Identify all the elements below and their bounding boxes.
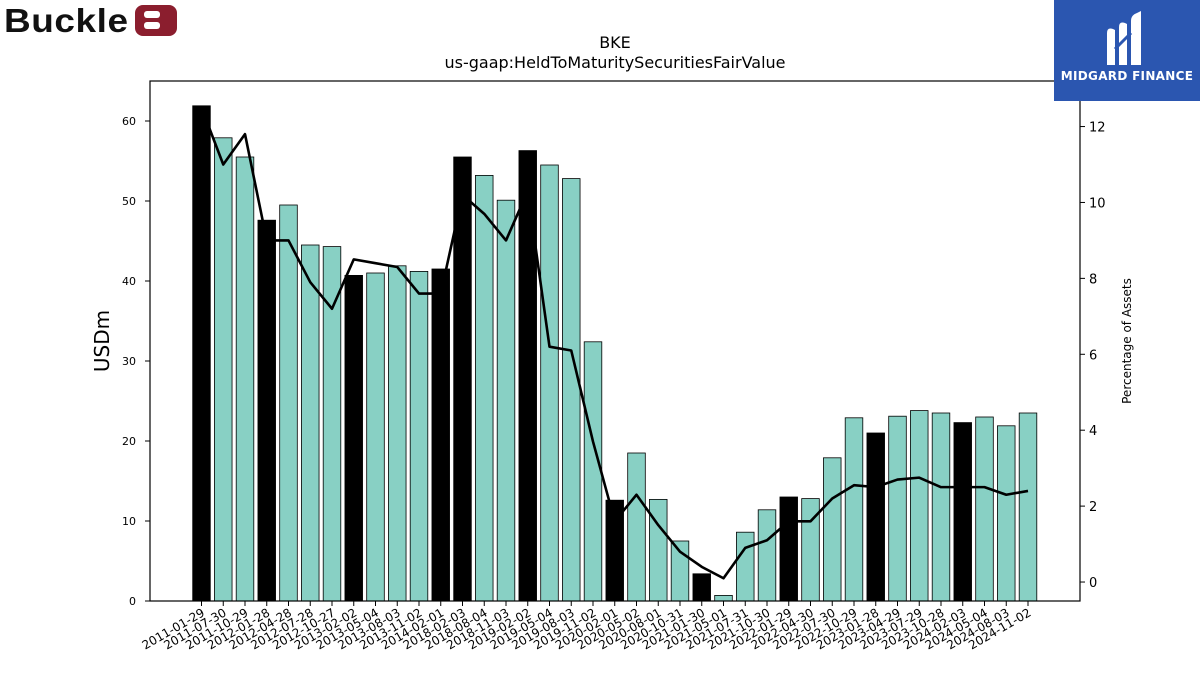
y2-axis-label: Percentage of Assets [1120, 278, 1134, 404]
bar-2012-01-28 [257, 219, 276, 602]
bar-2013-02-02 [344, 274, 363, 602]
chart-title: BKE [599, 33, 631, 52]
y-tick-label: 10 [122, 515, 136, 528]
company-logo-badge-icon [135, 5, 178, 36]
bar-series [192, 105, 1038, 602]
bar-2012-04-28 [279, 204, 298, 602]
bar-2022-07-30 [823, 457, 842, 602]
bar-2021-05-01 [714, 595, 733, 602]
company-logo: Buckle [4, 2, 178, 39]
y-tick-label: 50 [122, 195, 136, 208]
y-tick-label: 60 [122, 115, 136, 128]
bar-2019-08-03 [562, 178, 581, 602]
bar-2023-04-29 [888, 415, 907, 602]
y-tick-label: 30 [122, 355, 136, 368]
bar-2018-08-04 [475, 174, 494, 602]
bar-2021-10-30 [757, 509, 777, 602]
bar-2022-10-29 [844, 417, 864, 602]
midgard-mark-icon [1107, 11, 1141, 65]
y2-tick-label: 0 [1089, 576, 1097, 591]
bar-2023-10-28 [931, 412, 951, 602]
midgard-logo-text: MIDGARD FINANCE [1060, 69, 1194, 83]
bar-2013-05-04 [366, 272, 385, 602]
y2-tick-label: 6 [1089, 348, 1097, 363]
x-axis: 2011-01-292011-07-302011-10-292012-01-28… [140, 601, 1034, 652]
bar-2013-11-02 [409, 270, 429, 602]
bar-2022-01-29 [779, 496, 798, 602]
bar-2021-07-31 [736, 531, 755, 602]
y-axis-left: 0 10 20 30 40 50 60 [122, 115, 150, 608]
bar-2011-10-29 [235, 156, 255, 602]
bar-2018-11-03 [496, 199, 516, 602]
bar-2024-11-02 [1018, 412, 1038, 602]
y2-tick-label: 4 [1089, 424, 1097, 439]
bar-2019-02-02 [518, 150, 537, 602]
bar-2023-01-28 [866, 432, 885, 602]
chart-subtitle: us-gaap:HeldToMaturitySecuritiesFairValu… [444, 53, 785, 72]
y-axis-label: USDm [90, 310, 114, 372]
y-axis-right: 0 2 4 6 8 10 12 [1080, 121, 1106, 591]
bar-2024-08-03 [997, 425, 1016, 602]
y2-tick-label: 2 [1089, 500, 1097, 515]
y2-tick-label: 12 [1089, 121, 1106, 136]
bar-2019-11-02 [583, 341, 603, 602]
percentage-of-assets-line [200, 107, 1029, 580]
bar-2014-02-01 [431, 268, 450, 602]
bar-2011-07-30 [214, 137, 233, 602]
bar-2011-01-29 [192, 105, 211, 602]
bar-2021-01-30 [692, 573, 711, 602]
bar-2024-05-04 [975, 416, 994, 602]
bar-2013-08-03 [388, 265, 407, 602]
bar-2023-07-29 [910, 410, 929, 602]
y-tick-label: 20 [122, 435, 136, 448]
midgard-finance-logo: MIDGARD FINANCE [1054, 0, 1200, 101]
y2-tick-label: 8 [1089, 272, 1097, 287]
y-tick-label: 0 [129, 595, 136, 608]
bar-2024-02-03 [953, 422, 972, 602]
y-tick-label: 40 [122, 275, 136, 288]
bar-2012-07-28 [301, 244, 320, 602]
line-series [200, 107, 1029, 580]
bar-2019-05-04 [540, 164, 559, 602]
company-logo-text: Buckle [4, 2, 129, 39]
bar-2020-05-02 [627, 452, 646, 602]
y2-tick-label: 10 [1089, 196, 1106, 211]
